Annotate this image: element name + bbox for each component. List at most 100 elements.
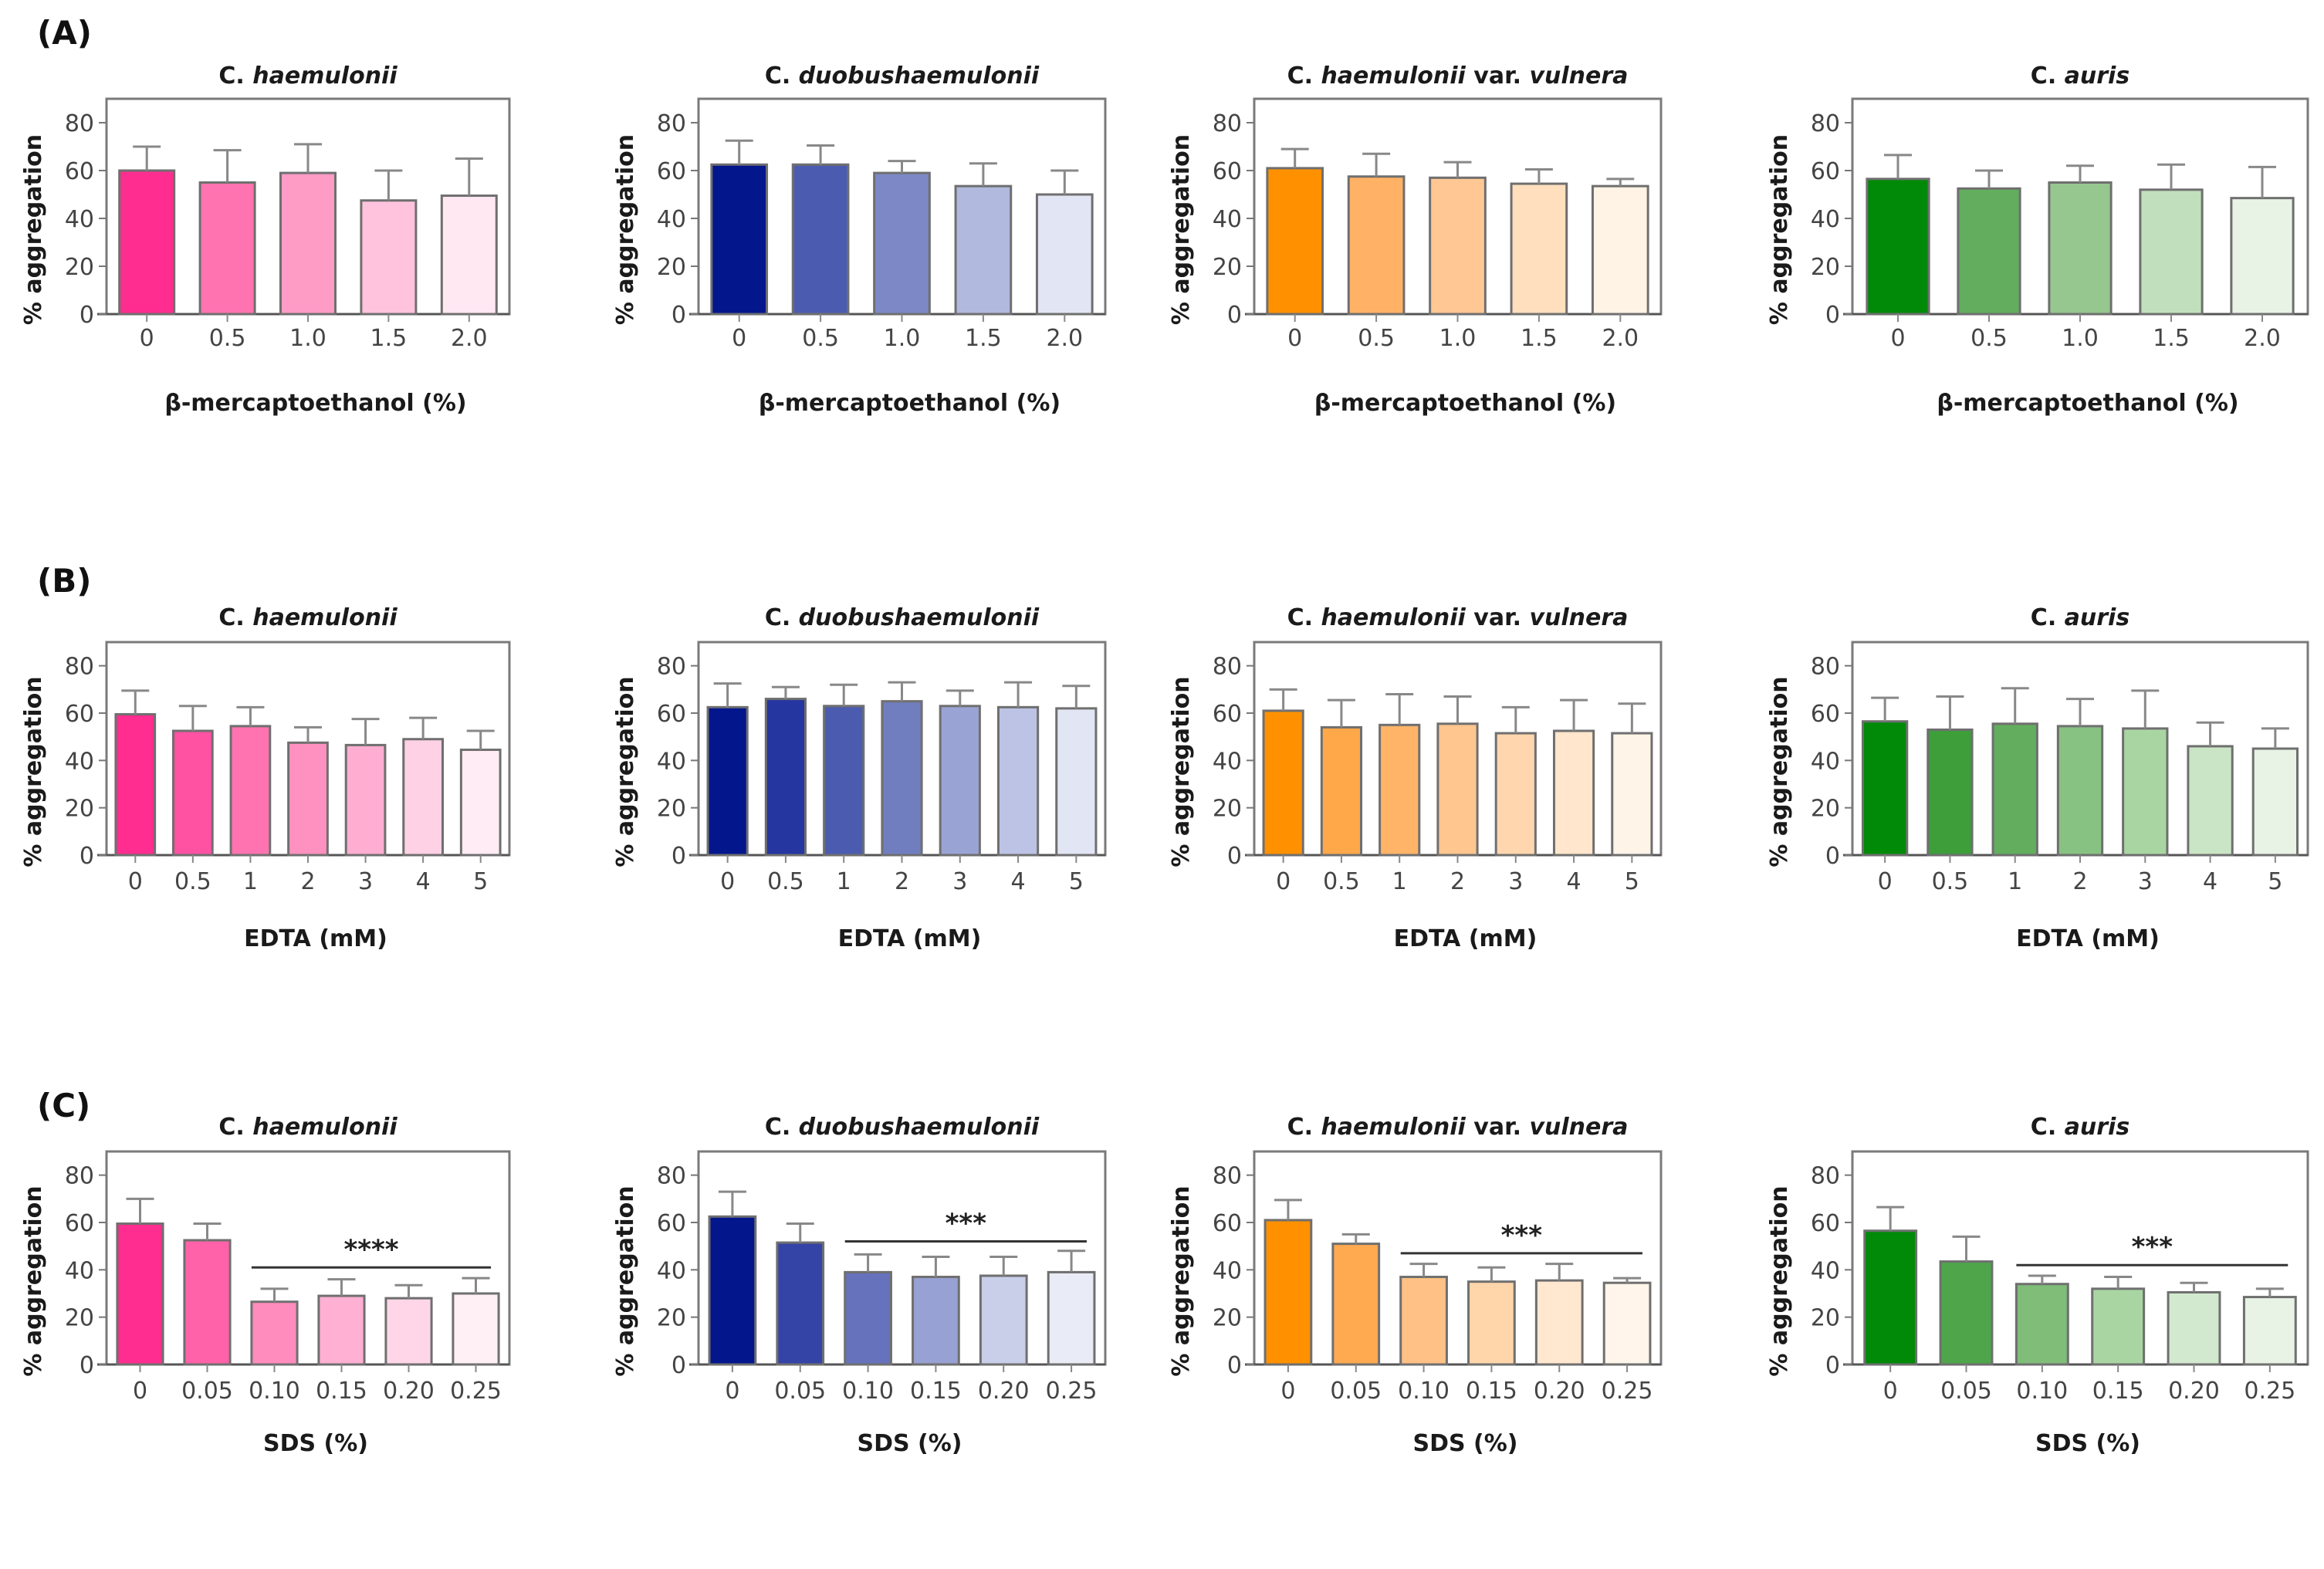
bar <box>250 1300 299 1366</box>
x-tick-label: 0.25 <box>2244 1378 2295 1405</box>
x-axis-label: SDS (%) <box>263 1430 368 1457</box>
chart-b-1: C. haemulonii 0 20 40 60 80 % aggregation 0 0.5 1… <box>20 604 511 952</box>
x-tick-label: 0.25 <box>1046 1378 1098 1405</box>
y-tick-label: 0 <box>671 843 686 870</box>
bar <box>1866 178 1930 316</box>
y-tick-label: 60 <box>1213 1210 1242 1237</box>
bar <box>1927 728 1974 857</box>
row-label-b: (B) <box>37 562 92 600</box>
chart-title: C. auris <box>2031 1114 2129 1141</box>
significance-label: *** <box>1501 1220 1543 1251</box>
x-tick-label: 1.5 <box>1521 325 1558 352</box>
y-tick-label: 20 <box>65 254 94 281</box>
chart-c-1: C. haemulonii 0 20 40 60 80 % aggregation 0 0.05… <box>20 1114 511 1457</box>
x-tick-label: 5 <box>1625 868 1639 895</box>
bar <box>1863 1229 1918 1366</box>
y-tick-label: 0 <box>671 302 686 329</box>
x-tick-label: 0.25 <box>450 1378 502 1405</box>
bar <box>1429 176 1487 316</box>
x-tick-label: 0.25 <box>1602 1378 1653 1405</box>
y-tick-label: 0 <box>1227 843 1242 870</box>
x-tick-label: 3 <box>1508 868 1523 895</box>
bar <box>823 705 865 857</box>
bar <box>764 698 807 857</box>
chart-title: C. auris <box>2031 604 2129 631</box>
x-tick-label: 0.5 <box>1932 868 1969 895</box>
chart-c-4: C. auris 0 20 40 60 80 % aggregation 0 0.05 0.10 0… <box>1766 1114 2309 1457</box>
y-axis-label: % aggregation <box>612 134 639 325</box>
chart-title: C. haemulonii <box>218 604 397 631</box>
x-tick-label: 0 <box>1878 868 1893 895</box>
y-tick-label: 80 <box>1213 110 1242 137</box>
y-axis-label: % aggregation <box>20 676 47 867</box>
chart-a-2: C. duobushaemulonii 0 20 40 60 80 % aggregatio… <box>612 63 1107 417</box>
y-tick-label: 60 <box>657 158 686 185</box>
x-tick-label: 1.5 <box>370 325 408 352</box>
y-tick-label: 80 <box>1811 1163 1840 1190</box>
bar <box>2139 188 2204 316</box>
x-tick-label: 0 <box>133 1378 147 1405</box>
y-tick-label: 80 <box>657 110 686 137</box>
x-tick-label: 5 <box>473 868 488 895</box>
bar <box>2091 1287 2146 1366</box>
plot-frame <box>1253 1150 1663 1366</box>
x-tick-label: 2.0 <box>1046 325 1083 352</box>
x-tick-label: 2.0 <box>1602 325 1639 352</box>
x-tick-label: 0 <box>128 868 143 895</box>
x-axis-label: EDTA (mM) <box>1394 925 1537 952</box>
x-tick-label: 0.5 <box>1323 868 1360 895</box>
bar <box>912 1276 960 1366</box>
x-tick-label: 0 <box>1276 868 1291 895</box>
y-tick-label: 0 <box>1227 302 1242 329</box>
y-tick-label: 20 <box>1213 796 1242 823</box>
x-tick-label: 0.10 <box>1398 1378 1450 1405</box>
bar <box>344 743 387 857</box>
x-tick-label: 0.10 <box>842 1378 894 1405</box>
x-tick-label: 0.15 <box>910 1378 962 1405</box>
y-tick-label: 40 <box>1811 748 1840 775</box>
x-tick-label: 0.5 <box>174 868 211 895</box>
y-tick-label: 80 <box>1213 1163 1242 1190</box>
bar <box>881 700 923 857</box>
bar <box>183 1239 232 1366</box>
y-tick-label: 20 <box>65 796 94 823</box>
x-axis-label: β-mercaptoethanol (%) <box>164 390 466 417</box>
bar <box>1047 1270 1096 1366</box>
y-tick-label: 20 <box>657 796 686 823</box>
y-tick-label: 80 <box>657 1163 686 1190</box>
bar <box>118 169 176 316</box>
x-tick-label: 1.0 <box>1439 325 1477 352</box>
y-tick-label: 40 <box>65 748 94 775</box>
x-tick-label: 1.0 <box>289 325 326 352</box>
y-tick-label: 60 <box>1213 158 1242 185</box>
y-tick-label: 60 <box>1811 701 1840 728</box>
y-tick-label: 40 <box>1213 1257 1242 1284</box>
x-tick-label: 0.10 <box>2016 1378 2068 1405</box>
x-tick-label: 0.5 <box>1358 325 1395 352</box>
x-tick-label: 0 <box>1287 325 1302 352</box>
bar <box>1552 729 1595 857</box>
x-tick-label: 0.15 <box>2092 1378 2144 1405</box>
x-tick-label: 0 <box>1890 325 1905 352</box>
y-tick-label: 0 <box>79 302 94 329</box>
bar <box>452 1292 500 1366</box>
bar <box>1467 1280 1516 1366</box>
y-tick-label: 60 <box>65 1210 94 1237</box>
bar <box>1436 722 1479 857</box>
bar <box>1494 732 1537 857</box>
y-tick-label: 80 <box>65 110 94 137</box>
bar <box>287 741 329 857</box>
x-tick-label: 2 <box>300 868 315 895</box>
bar <box>2242 1296 2297 1366</box>
x-tick-label: 5 <box>1069 868 1084 895</box>
y-tick-label: 40 <box>65 206 94 233</box>
chart-title: C. haemulonii var. vulnera <box>1287 63 1629 90</box>
bar <box>1379 723 1421 857</box>
bar <box>1861 720 1909 857</box>
x-tick-label: 0.20 <box>978 1378 1030 1405</box>
plot-frame <box>697 1150 1107 1366</box>
row-label-a: (A) <box>37 14 92 52</box>
y-axis-label: % aggregation <box>1168 676 1195 867</box>
bar <box>459 749 502 857</box>
